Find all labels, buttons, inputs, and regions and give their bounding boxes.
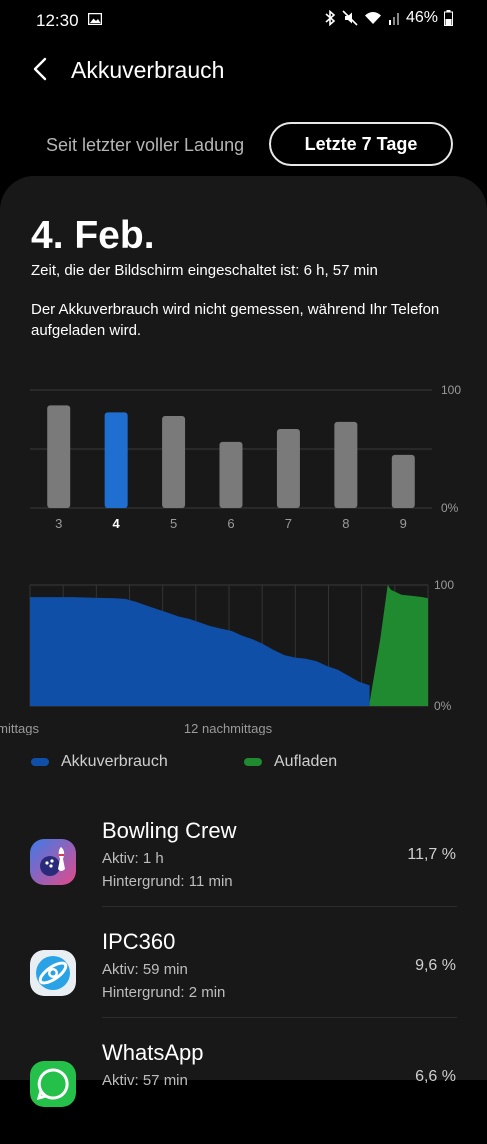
wifi-icon xyxy=(364,12,381,24)
tab-since-full-charge[interactable]: Seit letzter voller Ladung xyxy=(46,135,245,155)
period-tabs: Seit letzter voller Ladung Letzte 7 Tage xyxy=(0,122,487,168)
bar-9 xyxy=(391,454,415,508)
app-usage-percent: 9,6 % xyxy=(415,957,456,974)
x-tick-label: 8 xyxy=(342,516,349,531)
legend-charging: Aufladen xyxy=(244,753,337,771)
app-name: IPC360 xyxy=(102,929,176,954)
bar-7 xyxy=(276,428,300,508)
app-active-time: Aktiv: 1 h xyxy=(102,850,164,867)
x-tick-label: 4 xyxy=(113,516,121,531)
legend-charging-swatch xyxy=(244,758,262,766)
x-tick-label: 7 xyxy=(285,516,292,531)
app-usage-percent: 6,6 % xyxy=(415,1068,456,1085)
app-background-time: Hintergrund: 2 min xyxy=(102,984,226,1001)
bar-8 xyxy=(334,421,358,508)
screen-on-time: Zeit, die der Bildschirm eingeschaltet i… xyxy=(31,262,378,279)
status-time: 12:30 xyxy=(36,11,79,30)
signal-icon xyxy=(388,13,399,25)
page-title: Akkuverbrauch xyxy=(71,57,225,83)
x-tick-label: 3 xyxy=(55,516,62,531)
daily-usage-bar-chart: 100 0% 3 4 5 6 7 8 9 xyxy=(30,383,461,531)
app-usage-percent: 11,7 % xyxy=(407,846,456,863)
x-tick-label: 9 xyxy=(400,516,407,531)
list-item-ipc360[interactable]: IPC360 Aktiv: 59 min Hintergrund: 2 min … xyxy=(0,923,487,1033)
app-name: WhatsApp xyxy=(102,1040,204,1065)
mute-icon xyxy=(342,10,358,26)
app-active-time: Aktiv: 57 min xyxy=(102,1072,188,1089)
bluetooth-icon xyxy=(325,10,336,26)
x-tick-label: 12 nachmittags xyxy=(184,721,273,735)
charging-area xyxy=(369,585,428,706)
battery-percent: 46% xyxy=(405,9,438,26)
y-tick-label: 100 xyxy=(434,578,454,592)
back-arrow-icon[interactable] xyxy=(26,54,56,84)
bar-4 xyxy=(104,412,128,508)
legend-usage: Akkuverbrauch xyxy=(31,753,168,771)
battery-icon xyxy=(444,10,453,26)
y-tick-label: 0% xyxy=(434,699,452,713)
app-active-time: Aktiv: 59 min xyxy=(102,961,188,978)
hourly-battery-area-chart: 100 0% 12 vormittags 12 nachmittags xyxy=(0,578,454,735)
app-header: Akkuverbrauch xyxy=(0,40,487,100)
bar-3 xyxy=(47,405,71,508)
whatsapp-app-icon xyxy=(30,1061,76,1107)
selected-date: 4. Feb. xyxy=(31,214,155,257)
x-tick-label: 6 xyxy=(227,516,234,531)
legend-charging-label: Aufladen xyxy=(274,753,338,770)
list-item-whatsapp[interactable]: WhatsApp Aktiv: 57 min 6,6 % xyxy=(0,1034,487,1144)
usage-area xyxy=(30,597,370,706)
y-tick-label: 0% xyxy=(441,501,459,515)
status-bar: 12:30 46% xyxy=(0,0,487,40)
list-item-bowling-crew[interactable]: Bowling Crew Aktiv: 1 h Hintergrund: 11 … xyxy=(0,812,487,922)
x-tick-label: 12 vormittags xyxy=(0,721,40,735)
y-tick-label: 100 xyxy=(441,383,461,397)
bar-6 xyxy=(219,441,243,508)
charging-note: Der Akkuverbrauch wird nicht gemessen, w… xyxy=(31,301,440,339)
app-name: Bowling Crew xyxy=(102,818,237,843)
bar-5 xyxy=(162,415,186,508)
x-tick-label: 5 xyxy=(170,516,177,531)
app-background-time: Hintergrund: 11 min xyxy=(102,873,233,890)
image-notification-icon xyxy=(88,13,102,25)
bowling-crew-app-icon xyxy=(30,839,76,885)
tab-last-7-days[interactable]: Letzte 7 Tage xyxy=(269,122,453,166)
legend-usage-label: Akkuverbrauch xyxy=(61,753,168,770)
chart-legend: Akkuverbrauch Aufladen xyxy=(0,753,487,777)
legend-usage-swatch xyxy=(31,758,49,766)
ipc360-app-icon xyxy=(30,950,76,996)
divider xyxy=(102,1017,457,1018)
status-icons: 46% xyxy=(324,9,453,27)
divider xyxy=(102,906,457,907)
